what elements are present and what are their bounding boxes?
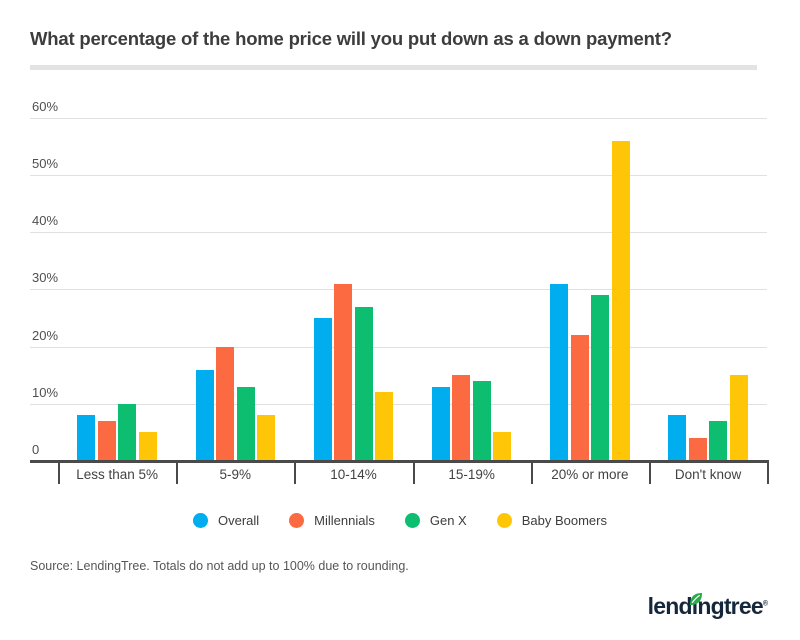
bar: [354, 306, 373, 461]
legend-swatch-icon: [192, 513, 208, 528]
bar: [452, 375, 471, 461]
legend-label: Overall: [217, 513, 260, 528]
category-label: 15-19%: [448, 467, 495, 482]
legend-item: Baby Boomers: [496, 513, 607, 528]
category-label: 5-9%: [219, 467, 252, 482]
title-divider: [30, 65, 757, 70]
y-axis-label: 0: [32, 442, 40, 457]
category-label: 20% or more: [551, 467, 629, 482]
gridline: [30, 175, 767, 177]
category-label: Less than 5%: [76, 467, 158, 482]
gridline: [30, 289, 767, 291]
x-axis-tick: [767, 460, 770, 484]
bar-chart: 60% 50% 40% 30% 20% 10% 0 Less than 5% 5-9% 10-14…: [30, 92, 770, 487]
registered-mark: ®: [762, 600, 768, 608]
x-axis-line: [30, 460, 768, 463]
gridline: [30, 232, 767, 234]
page-title: What percentage of the home price will y…: [30, 28, 672, 49]
category-label: Don't know: [674, 467, 742, 482]
bar: [257, 415, 276, 461]
bar: [334, 283, 353, 461]
category-label: 10-14%: [330, 467, 377, 482]
bar: [375, 392, 394, 461]
bar: [118, 403, 137, 461]
bar: [688, 438, 707, 461]
y-axis-label: 10%: [32, 384, 59, 400]
legend-item: Gen X: [404, 513, 467, 528]
legend-swatch-icon: [404, 513, 420, 528]
bar: [591, 295, 610, 461]
x-axis-tick: [294, 460, 297, 484]
x-axis-tick: [649, 460, 651, 484]
leaf-icon: [689, 585, 703, 612]
legend-item: Millennials: [289, 513, 375, 528]
bar: [709, 420, 728, 461]
bar: [195, 369, 214, 461]
bar: [570, 335, 589, 461]
bar: [216, 346, 235, 461]
bar: [77, 415, 96, 461]
bar: [431, 386, 450, 461]
legend-swatch-icon: [289, 513, 305, 528]
bar: [550, 283, 569, 461]
bar: [668, 415, 687, 461]
x-axis-tick: [176, 460, 179, 484]
lendingtree-logo: lendingtree®: [648, 593, 768, 620]
bar: [313, 318, 332, 461]
y-axis-label: 40%: [32, 213, 59, 229]
x-axis-tick: [530, 460, 533, 484]
legend-label: Baby Boomers: [521, 513, 607, 528]
gridline: [30, 346, 767, 348]
y-axis-label: 50%: [32, 156, 59, 172]
bar: [611, 140, 630, 461]
bar: [138, 432, 157, 461]
logo-text: lendingtree: [647, 593, 764, 619]
legend: Overall Millennials Gen X Baby Boomers: [30, 513, 770, 528]
legend-item: Overall: [192, 513, 260, 528]
x-axis-tick: [412, 460, 415, 484]
bar: [493, 432, 512, 461]
y-axis-label: 20%: [32, 327, 59, 343]
gridline: [30, 403, 767, 405]
bar: [729, 375, 748, 461]
bar: [236, 386, 255, 461]
gridline: [30, 117, 767, 119]
legend-label: Millennials: [314, 513, 375, 528]
source-note: Source: LendingTree. Totals do not add u…: [30, 559, 409, 573]
y-axis-label: 30%: [32, 270, 59, 286]
bar: [97, 420, 116, 461]
bar: [472, 380, 491, 461]
x-axis-tick: [58, 460, 60, 484]
legend-label: Gen X: [429, 513, 467, 528]
y-axis-label: 60%: [32, 98, 59, 114]
legend-swatch-icon: [496, 513, 512, 528]
